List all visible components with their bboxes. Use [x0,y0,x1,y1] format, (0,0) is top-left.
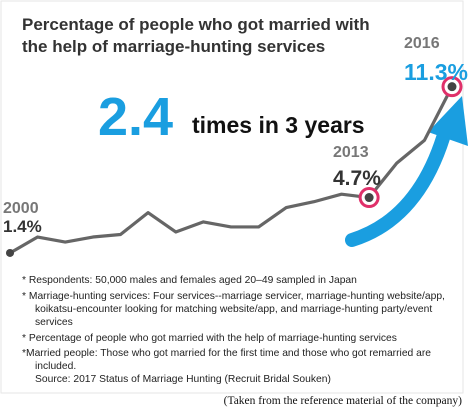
value-label: 1.4% [3,217,42,236]
note: *Married people: Those who got married f… [22,348,431,359]
growth-arrow [345,121,453,247]
chart-title: Percentage of people who got married wit… [22,15,370,34]
footer: (Taken from the reference material of th… [224,395,463,407]
note: koikatsu-encounter looking for matching … [35,304,432,315]
note: services [35,317,73,328]
note: * Percentage of people who got married w… [22,333,397,344]
year-label: 2000 [3,200,39,217]
data-line [9,85,454,255]
annotation-number: 2.4 [98,87,173,147]
year-label: 2013 [333,144,369,161]
value-label: 4.7% [333,167,381,190]
annotation-text: times in 3 years [192,112,365,138]
note: * Marriage-hunting services: Four servic… [22,291,445,302]
note: included. [35,361,76,372]
chart-title: the help of marriage-hunting services [22,37,325,56]
note: Source: 2017 Status of Marriage Hunting … [35,374,331,385]
point [6,248,14,257]
point [447,82,457,92]
growth-arrow-head [428,96,468,146]
frame [0,0,464,394]
point [364,193,374,203]
value-label: 11.3% [404,59,468,85]
note: * Respondents: 50,000 males and females … [22,275,357,286]
year-label: 2016 [404,35,440,52]
